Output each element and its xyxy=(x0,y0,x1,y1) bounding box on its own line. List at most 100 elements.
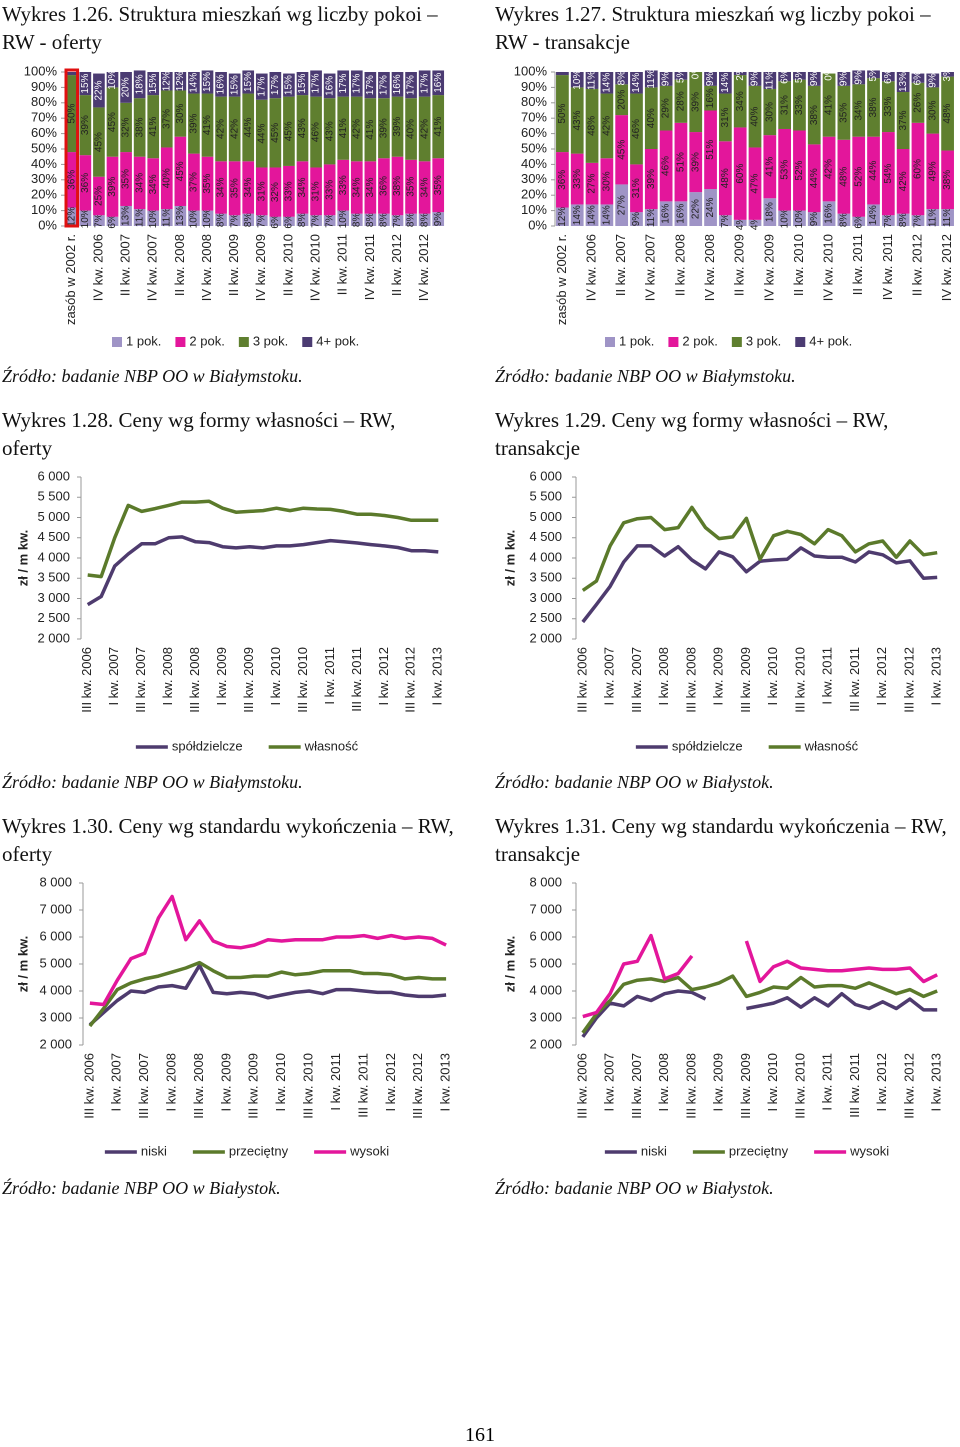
chart: 2 000 2 500 3 000 3 500 4 000 4 500 5 000 5 500… xyxy=(15,468,444,753)
y-tick-label: 80% xyxy=(31,94,57,109)
bar-segment xyxy=(644,209,658,226)
value-label: 45% xyxy=(616,140,627,160)
bar-segment xyxy=(778,128,791,211)
x-tick-label: IV kw. 2012 xyxy=(939,234,954,301)
value-label: 17% xyxy=(351,73,362,93)
legend-label: 4+ pok. xyxy=(316,333,359,348)
y-tick-label: 5 500 xyxy=(529,489,562,504)
value-label: 9% xyxy=(853,70,864,85)
value-label: 43% xyxy=(324,121,335,141)
bar-segment xyxy=(570,204,584,226)
x-tick-label: III kw. 2006 xyxy=(574,647,589,713)
x-tick-label: III kw. 2012 xyxy=(403,647,418,713)
value-label: 8% xyxy=(419,213,430,228)
value-label: 16% xyxy=(392,74,403,94)
x-tick-label: II kw. 2012 xyxy=(909,234,924,296)
value-label: 16% xyxy=(216,74,227,94)
bar-segment xyxy=(941,76,954,151)
bar-segment xyxy=(160,90,173,148)
legend-label: 1 pok. xyxy=(619,333,654,348)
value-label: 39% xyxy=(379,118,390,138)
value-label: 7% xyxy=(256,213,267,228)
bar-segment xyxy=(600,72,614,94)
x-tick-label: III kw. 2007 xyxy=(629,647,644,713)
bar-segment xyxy=(296,95,309,162)
value-label: 17% xyxy=(270,75,281,95)
source-note: Źródło: badanie NBP OO w Białymstoku. xyxy=(2,366,303,386)
bar-segment xyxy=(323,73,336,99)
value-label: 45% xyxy=(175,161,186,181)
value-label: 10% xyxy=(189,208,200,228)
bar-segment xyxy=(570,87,584,154)
value-label: 6% xyxy=(107,214,118,229)
value-label: 7% xyxy=(311,213,322,228)
bar-segment xyxy=(748,72,762,86)
bar-segment xyxy=(350,213,363,226)
value-label: 41% xyxy=(202,115,213,135)
bar-segment xyxy=(719,72,732,94)
source-note: Źródło: badanie NBP OO w Białymstoku. xyxy=(495,366,796,386)
legend-swatch xyxy=(668,337,679,347)
bar-segment xyxy=(585,88,599,163)
chart: 0%10%20%30%40%50%60%70%80%90%100%zasób w… xyxy=(514,63,954,348)
chart-title: Wykres 1.30. Ceny wg standardu wykończen… xyxy=(2,814,454,866)
bar-segment xyxy=(133,209,146,226)
value-label: 9% xyxy=(839,72,850,87)
bar-segment xyxy=(644,87,658,149)
x-tick-label: I kw. 2013 xyxy=(929,1053,944,1112)
bar-segment xyxy=(310,70,322,97)
legend-swatch xyxy=(238,337,249,347)
legend-label: 3 pok. xyxy=(746,333,781,348)
value-label: 5% xyxy=(794,69,805,84)
bar-segment xyxy=(337,159,350,211)
bar-segment xyxy=(807,72,821,86)
bar-segment xyxy=(79,72,92,96)
x-tick-label: I kw. 2008 xyxy=(160,647,175,706)
bar-segment xyxy=(763,88,777,136)
value-label: 8% xyxy=(839,213,850,228)
bar-segment xyxy=(911,122,925,216)
y-tick-label: 90% xyxy=(521,79,547,94)
value-label: 44% xyxy=(809,168,820,188)
bar-segment xyxy=(174,90,187,137)
x-tick-label: I kw. 2013 xyxy=(438,1053,453,1112)
bar-segment xyxy=(106,87,119,157)
y-tick-label: 5 000 xyxy=(529,509,562,524)
value-label: 41% xyxy=(148,117,159,137)
x-tick-label: I kw. 2009 xyxy=(218,1053,233,1112)
bar-segment xyxy=(881,215,895,226)
x-tick-label: II kw. 2011 xyxy=(850,234,865,295)
y-tick-label: 0% xyxy=(38,217,57,232)
x-tick-label: III kw. 2008 xyxy=(187,647,202,713)
source-note: Źródło: badanie NBP OO w Białystok. xyxy=(495,1178,774,1198)
x-tick-label: I kw. 2012 xyxy=(874,647,889,706)
bar-segment xyxy=(228,161,241,216)
x-tick-label: III kw. 2008 xyxy=(191,1053,206,1119)
bar-segment xyxy=(852,70,866,85)
value-label: 11% xyxy=(646,208,657,227)
bar-segment xyxy=(418,70,431,97)
bar-segment xyxy=(255,99,268,168)
value-label: 0% xyxy=(690,65,701,80)
value-label: 37% xyxy=(898,110,909,130)
bar-segment xyxy=(337,70,350,97)
value-label: 32% xyxy=(270,182,281,202)
value-label: 35% xyxy=(121,169,132,189)
value-label: 50% xyxy=(557,103,568,123)
x-tick-label: III kw. 2011 xyxy=(847,1053,862,1118)
value-label: 38% xyxy=(809,105,820,125)
bar-segment xyxy=(350,96,363,162)
bar-segment xyxy=(733,75,747,128)
bar-segment xyxy=(364,213,377,226)
legend-label: 2 pok. xyxy=(682,333,717,348)
legend-label: 1 pok. xyxy=(126,333,161,348)
legend: niski przeciętny wysoki xyxy=(604,1143,889,1158)
bar-segment xyxy=(65,72,78,76)
y-tick-label: 2 000 xyxy=(529,630,562,645)
value-label: 10% xyxy=(779,208,790,228)
bar-segment xyxy=(807,212,821,226)
value-label: 14% xyxy=(601,73,612,93)
page-number: 161 xyxy=(465,1424,495,1446)
bar-segment xyxy=(748,147,762,220)
bar-segment xyxy=(378,213,390,226)
